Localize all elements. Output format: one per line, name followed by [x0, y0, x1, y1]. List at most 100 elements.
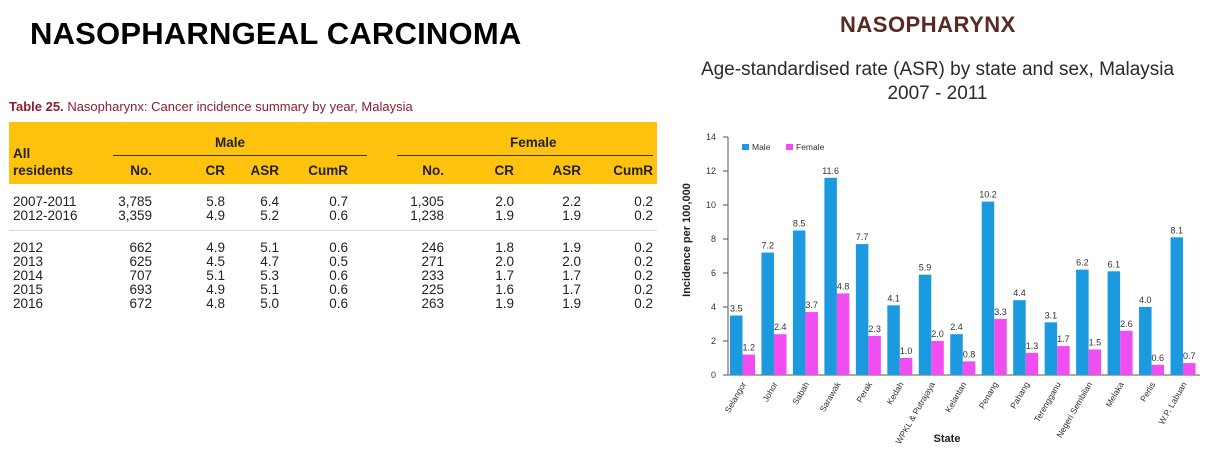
column-header-female-asr: ASR [552, 163, 581, 178]
table-cell: 4.9 [206, 208, 225, 223]
x-tick-label: W.P. Labuan [1156, 380, 1189, 426]
x-tick-label: Kelantan [943, 380, 969, 414]
table-cell: 1.7 [562, 282, 581, 297]
x-tick-label: Terengganu [1032, 380, 1063, 424]
bar-male [1076, 269, 1089, 375]
bar-female [899, 358, 913, 375]
chart-subtitle: Age-standardised rate (ASR) by state and… [660, 58, 1215, 106]
table-cell: 1.9 [562, 240, 581, 255]
table-cell: 693 [129, 282, 152, 297]
table-cell: 0.2 [634, 194, 653, 209]
row-label: 2014 [13, 268, 44, 283]
table-cell: 5.1 [206, 268, 225, 283]
y-axis-label: Incidence per 100,000 [681, 183, 693, 297]
table-cell: 6.4 [260, 194, 279, 209]
data-label-female: 3.3 [994, 307, 1007, 317]
table-cell: 225 [421, 282, 444, 297]
bar-male [918, 274, 932, 375]
bar-male [1013, 300, 1026, 375]
table-cell: 1.6 [495, 282, 514, 297]
table-cell: 233 [421, 268, 444, 283]
table-cell: 0.6 [329, 296, 348, 311]
bar-female [836, 293, 850, 375]
table-cell: 4.8 [206, 296, 225, 311]
table-cell: 0.2 [634, 208, 653, 223]
data-label-female: 3.7 [805, 300, 818, 310]
y-tick-label: 10 [706, 200, 716, 210]
column-header-male-cr: CR [205, 163, 226, 178]
table-cell: 2.0 [495, 254, 514, 269]
table-cell: 0.2 [634, 240, 653, 255]
column-header-male-asr: ASR [250, 163, 279, 178]
chart-heading: NASOPHARYNX [840, 12, 1016, 37]
row-label: 2015 [13, 282, 44, 297]
x-tick-label: Johor [760, 380, 779, 404]
data-label-male: 11.6 [822, 166, 839, 176]
bar-female [1183, 363, 1196, 375]
asr-bar-chart: 3.5 1.2 7.2 2.4 8.5 3.7 11.6 4.8 7.7 2.3 4.1 1.0 5.9… [678, 122, 1206, 452]
data-label-male: 4.4 [1013, 288, 1026, 298]
female-group-underline [397, 155, 653, 156]
data-label-male: 8.5 [793, 219, 806, 229]
bar-male [1139, 307, 1152, 375]
data-label-male: 3.5 [730, 304, 743, 314]
table-cell: 0.7 [329, 194, 348, 209]
row-label: 2016 [13, 296, 44, 311]
data-label-female: 1.5 [1089, 338, 1102, 348]
table-cell: 0.5 [329, 254, 348, 269]
table-cell: 1,305 [410, 194, 444, 209]
bar-female [962, 361, 976, 375]
bar-female [1025, 352, 1039, 375]
bar-female [1120, 330, 1133, 375]
group-header-female: Female [510, 135, 557, 150]
column-header-female-no: No. [422, 163, 444, 178]
bar-male [887, 305, 900, 375]
corner-header-line2: residents [13, 163, 74, 178]
y-tick-label: 0 [711, 370, 716, 380]
table-cell: 1.7 [495, 268, 514, 283]
column-header-female-cumr: CumR [613, 163, 653, 178]
data-label-male: 7.2 [761, 241, 774, 251]
table-cell: 1,238 [410, 208, 444, 223]
legend-swatch-male [742, 144, 749, 150]
data-label-male: 10.2 [979, 190, 997, 200]
data-label-female: 1.3 [1026, 341, 1039, 351]
table-cell: 2.0 [495, 194, 514, 209]
chart-data-labels: 3.5 1.2 7.2 2.4 8.5 3.7 11.6 4.8 7.7 2.3 4.1 1.0 5.9… [730, 166, 1196, 363]
table-cell: 0.6 [329, 240, 348, 255]
table-cell: 672 [129, 296, 152, 311]
x-tick-label: Kedah [885, 380, 906, 407]
slide-title: NASOPHARNGEAL CARCINOMA [30, 16, 522, 51]
bar-male [792, 230, 806, 375]
bar-female [742, 354, 755, 375]
table-cell: 4.9 [206, 282, 225, 297]
data-label-male: 6.1 [1108, 259, 1121, 269]
data-label-female: 2.6 [1120, 319, 1133, 329]
x-tick-label: Melaka [1103, 380, 1125, 409]
data-label-female: 0.7 [1183, 351, 1196, 361]
bar-female [868, 335, 881, 375]
table-cell: 3,359 [118, 208, 152, 223]
chart-legend: Male Female [742, 142, 825, 152]
y-tick-label: 4 [711, 302, 716, 312]
table-cell: 246 [421, 240, 444, 255]
group-header-male: Male [215, 135, 246, 150]
row-label: 2007-2011 [13, 194, 77, 209]
bar-male [1170, 237, 1184, 375]
data-label-female: 1.0 [900, 346, 913, 356]
table-header-band [9, 122, 657, 184]
bar-male [1107, 271, 1121, 375]
table-caption-text: Nasopharynx: Cancer incidence summary by… [67, 99, 413, 114]
x-tick-label: Sabah [790, 380, 811, 407]
table-cell: 1.9 [495, 296, 514, 311]
table-cell: 4.7 [260, 254, 279, 269]
column-header-male-no: No. [130, 163, 152, 178]
data-label-male: 8.1 [1171, 225, 1184, 235]
bar-male [950, 334, 963, 375]
row-label: 2012-2016 [13, 208, 78, 223]
legend-label-male: Male [752, 142, 771, 152]
table-cell: 0.6 [329, 282, 348, 297]
table-cell: 0.6 [329, 208, 348, 223]
data-label-female: 1.2 [742, 343, 755, 353]
bar-female [1057, 346, 1070, 375]
